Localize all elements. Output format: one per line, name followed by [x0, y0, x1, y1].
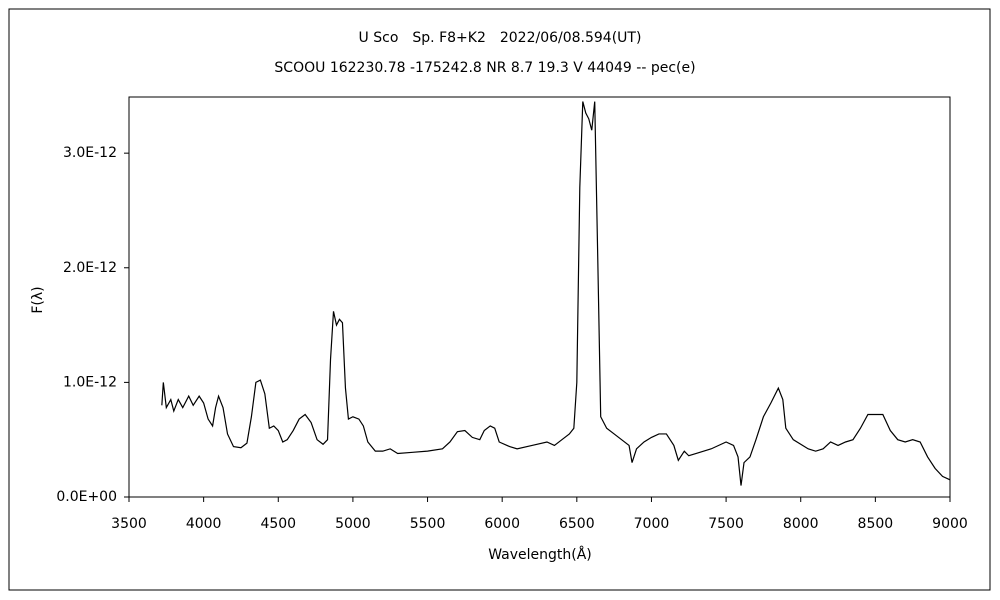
plot-area: [128, 96, 951, 498]
x-tick-label: 6500: [559, 516, 595, 532]
x-tick-label: 8500: [858, 516, 894, 532]
x-tick-label: 7500: [708, 516, 744, 532]
y-axis-label: F(λ): [30, 286, 46, 313]
x-tick-label: 7000: [634, 516, 670, 532]
x-tick-label: 4000: [186, 516, 222, 532]
x-axis-label: Wavelength(Å): [488, 546, 592, 563]
x-tick-label: 8000: [783, 516, 819, 532]
spectrum-line: [161, 101, 951, 486]
x-tick-label: 4500: [260, 516, 296, 532]
y-tick-label: 1.0E-12: [63, 374, 117, 390]
chart-subtitle: SCOOU 162230.78 -175242.8 NR 8.7 19.3 V …: [274, 60, 695, 76]
y-tick-label: 0.0E+00: [56, 489, 117, 505]
x-tick-label: 5500: [410, 516, 446, 532]
x-tick-label: 5000: [335, 516, 371, 532]
x-tick-label: 6000: [484, 516, 520, 532]
y-tick-label: 3.0E-12: [63, 145, 117, 161]
x-tick-label: 9000: [932, 516, 968, 532]
frame: [8, 8, 991, 591]
chart-title: U Sco Sp. F8+K2 2022/06/08.594(UT): [359, 30, 642, 46]
y-tick-label: 2.0E-12: [63, 260, 117, 276]
x-tick-label: 3500: [111, 516, 147, 532]
